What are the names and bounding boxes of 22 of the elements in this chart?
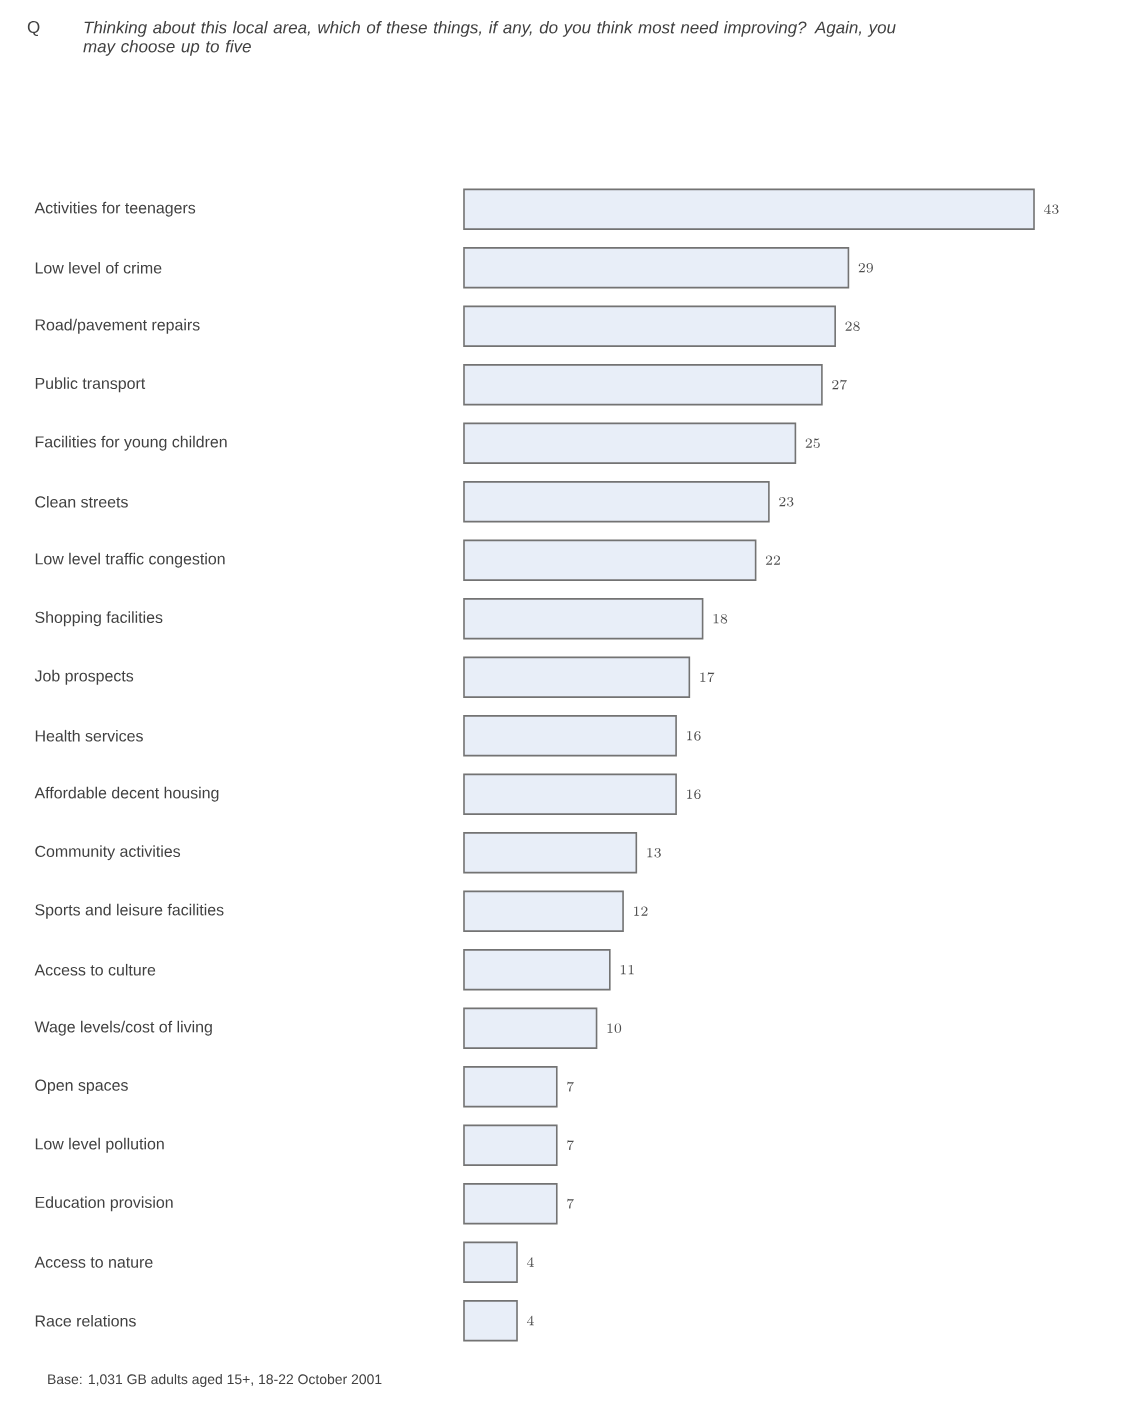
text: Q: [27, 21, 40, 37]
bar: [463, 1241, 518, 1283]
bar: [463, 1007, 598, 1049]
bar: [463, 832, 638, 874]
bar: [463, 656, 691, 698]
bar: [463, 364, 823, 406]
bar: [463, 539, 757, 581]
bar: [463, 1300, 518, 1342]
bar: [463, 1124, 558, 1166]
bar: [463, 422, 797, 464]
bar: [463, 949, 611, 991]
bar: [463, 188, 1035, 230]
bar: [463, 715, 677, 757]
bar: [463, 247, 850, 289]
bar: [463, 890, 624, 932]
bar: [463, 1066, 558, 1108]
bar: [463, 773, 677, 815]
chart-title: Thinking about this local area, which of these things, if any, do you think most need improving? Again, you may choose up to five: [83, 21, 896, 56]
bar: [463, 305, 836, 347]
bar: [463, 598, 704, 640]
bar: [463, 1183, 558, 1225]
bar: [463, 481, 770, 523]
